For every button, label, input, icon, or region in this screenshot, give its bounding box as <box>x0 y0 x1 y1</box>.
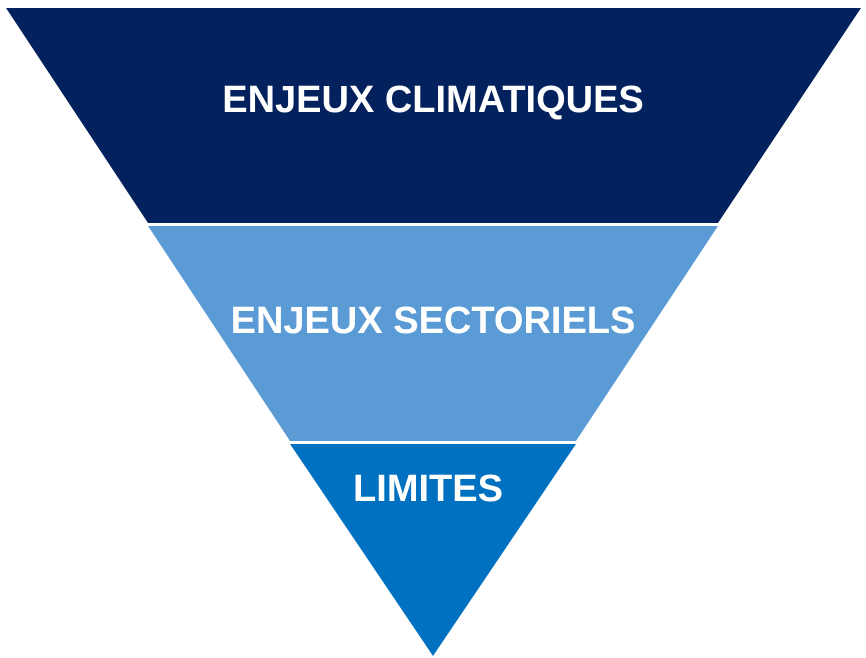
level-label-enjeux-sectoriels: ENJEUX SECTORIELS <box>231 300 636 342</box>
level-label-enjeux-climatiques: ENJEUX CLIMATIQUES <box>222 79 644 121</box>
pyramid-level-limites <box>290 444 576 656</box>
pyramid-level-enjeux-sectoriels <box>148 226 718 441</box>
level-label-limites: LIMITES <box>353 468 503 510</box>
pyramid-level-enjeux-climatiques <box>6 8 861 223</box>
